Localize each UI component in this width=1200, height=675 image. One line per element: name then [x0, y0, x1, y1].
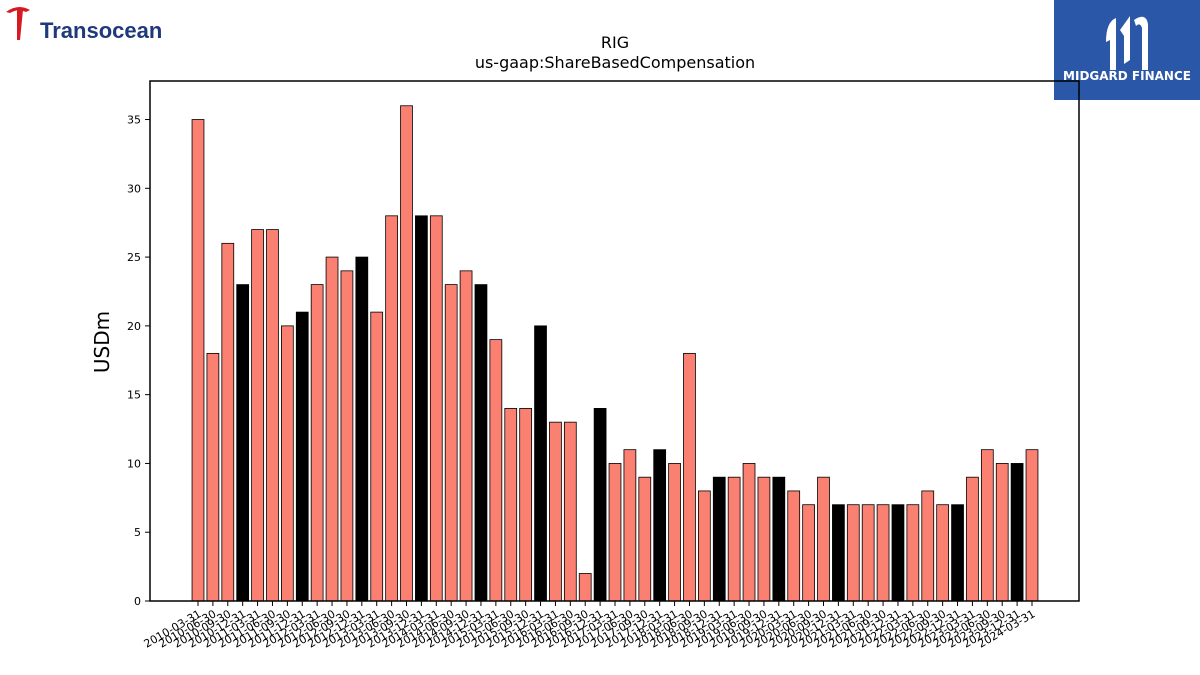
bar-2018-06-30: [683, 352, 696, 602]
bar-2015-09-30: [519, 408, 533, 602]
bar-2010-06-30: [206, 352, 220, 602]
chart-subtitle: us-gaap:ShareBasedCompensation: [475, 53, 755, 72]
bar-2022-06-30: [921, 490, 935, 602]
bar-2012-09-30: [340, 270, 354, 602]
y-tick-label: 15: [127, 389, 141, 402]
bar-2014-06-30: [444, 284, 458, 602]
bar-2021-06-30: [861, 504, 875, 602]
bar-2013-12-31: [415, 215, 428, 602]
bar-2017-03-31: [608, 463, 622, 602]
bar-2018-09-30: [698, 490, 711, 602]
bar-2011-09-30: [280, 325, 294, 602]
bar-2011-06-30: [266, 229, 279, 602]
bar-2016-09-30: [578, 573, 592, 602]
transocean-logo-text: Transocean: [40, 18, 162, 43]
bar-2010-09-30: [221, 242, 235, 602]
bar-2014-12-31: [474, 284, 488, 602]
bar-2021-12-31: [891, 504, 905, 602]
bar-2018-03-31: [668, 463, 681, 602]
bar-2015-06-30: [504, 408, 518, 602]
bar-2023-06-30: [980, 449, 994, 602]
bar-2014-09-30: [459, 270, 473, 602]
bar-2017-09-30: [638, 476, 652, 602]
bar-2010-03-31: [191, 119, 205, 602]
bar-2013-06-30: [385, 215, 398, 602]
bar-2016-12-31: [593, 408, 607, 602]
bar-2021-03-31: [846, 504, 860, 602]
bar-2020-12-31: [832, 504, 845, 602]
bar-2021-09-30: [876, 504, 890, 602]
bar-2019-03-31: [727, 476, 741, 602]
bar-2019-12-31: [772, 476, 786, 602]
bar-2020-06-30: [802, 504, 815, 602]
bar-2020-03-31: [787, 490, 801, 602]
bar-2015-12-31: [534, 325, 547, 602]
bar-2011-12-31: [295, 311, 309, 602]
bar-2024-03-31: [1025, 449, 1039, 602]
bar-2019-06-30: [742, 463, 756, 602]
bar-2011-03-31: [251, 229, 264, 602]
bar-2023-09-30: [995, 463, 1009, 602]
y-tick-label: 5: [134, 526, 141, 539]
bar-2017-12-31: [653, 449, 667, 602]
bar-2012-12-31: [355, 256, 369, 602]
transocean-logo: Transocean: [6, 6, 162, 43]
bar-2020-09-30: [817, 476, 830, 602]
bar-2014-03-31: [429, 215, 443, 602]
bar-2022-09-30: [936, 504, 950, 602]
bar-2022-12-31: [951, 504, 964, 602]
chart-title: RIG: [601, 33, 629, 52]
bar-2010-12-31: [236, 284, 250, 602]
y-tick-label: 35: [127, 114, 141, 127]
bar-2012-03-31: [310, 284, 324, 602]
midgard-finance-logo-text: MIDGARD FINANCE: [1063, 69, 1191, 83]
y-tick-label: 10: [127, 457, 141, 470]
bar-2019-09-30: [757, 476, 771, 602]
bar-2023-12-31: [1010, 463, 1024, 602]
y-tick-label: 0: [134, 595, 141, 608]
y-tick-label: 30: [127, 182, 141, 195]
bar-2018-12-31: [712, 476, 726, 602]
bar-2017-06-30: [623, 449, 637, 602]
bar-2012-06-30: [325, 256, 339, 602]
bar-2016-03-31: [549, 421, 562, 602]
bar-2022-03-31: [906, 504, 920, 602]
bar-2013-03-31: [370, 311, 384, 602]
bar-2023-03-31: [966, 476, 979, 602]
bar-2015-03-31: [489, 339, 503, 602]
plot-frame: [149, 80, 1080, 602]
y-tick-label: 20: [127, 320, 141, 333]
bar-2013-09-30: [400, 105, 413, 602]
bar-2016-06-30: [563, 421, 577, 602]
y-axis-label: USDm: [90, 311, 114, 373]
y-tick-label: 25: [127, 251, 141, 264]
